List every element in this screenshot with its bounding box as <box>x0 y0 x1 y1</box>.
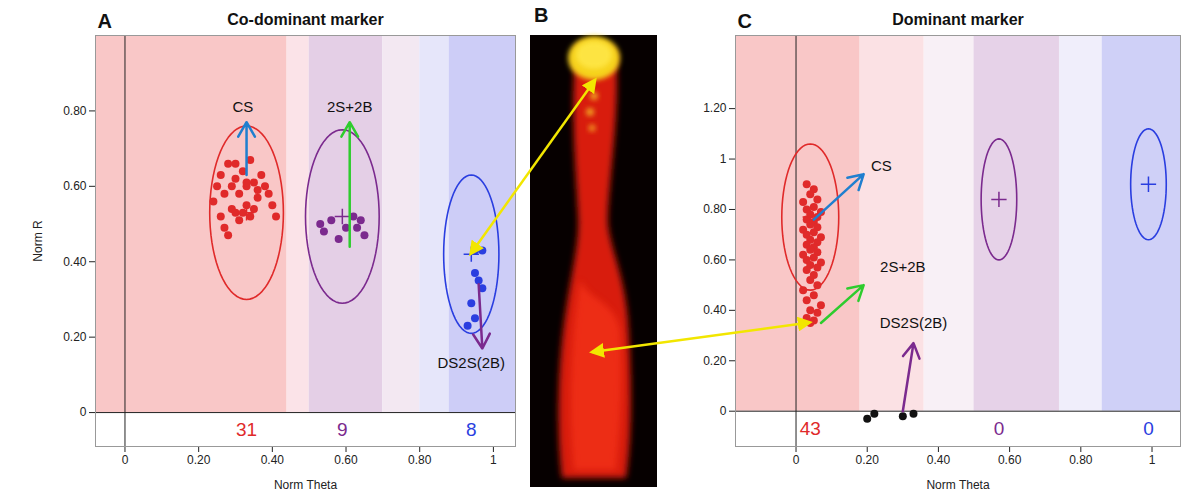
svg-text:1: 1 <box>490 453 497 467</box>
svg-text:0: 0 <box>122 453 129 467</box>
svg-text:0.80: 0.80 <box>703 202 727 216</box>
svg-text:1: 1 <box>1149 453 1156 467</box>
svg-text:Dominant marker: Dominant marker <box>892 11 1024 28</box>
svg-text:0: 0 <box>720 404 727 418</box>
svg-text:CS: CS <box>871 157 892 174</box>
svg-text:DS2S(2B): DS2S(2B) <box>438 354 506 371</box>
svg-text:2S+2B: 2S+2B <box>880 258 925 275</box>
svg-text:1.20: 1.20 <box>703 101 727 115</box>
svg-text:Norm R: Norm R <box>31 220 45 262</box>
svg-text:0: 0 <box>80 405 87 419</box>
svg-text:A: A <box>98 10 112 32</box>
svg-text:31: 31 <box>236 419 257 440</box>
svg-text:0.60: 0.60 <box>63 179 87 193</box>
svg-text:0.60: 0.60 <box>998 453 1022 467</box>
svg-text:CS: CS <box>232 98 253 115</box>
svg-text:9: 9 <box>337 419 348 440</box>
svg-text:0.80: 0.80 <box>408 453 432 467</box>
svg-text:0.20: 0.20 <box>63 330 87 344</box>
svg-text:0.80: 0.80 <box>63 104 87 118</box>
svg-text:0.20: 0.20 <box>187 453 211 467</box>
svg-text:0.60: 0.60 <box>334 453 358 467</box>
svg-text:Co-dominant marker: Co-dominant marker <box>227 11 383 28</box>
svg-text:0.60: 0.60 <box>703 253 727 267</box>
svg-text:C: C <box>738 10 752 32</box>
svg-text:B: B <box>534 4 548 26</box>
svg-text:0.20: 0.20 <box>703 354 727 368</box>
svg-text:0: 0 <box>793 453 800 467</box>
svg-text:8: 8 <box>466 419 477 440</box>
svg-text:0: 0 <box>994 418 1005 439</box>
svg-text:0.40: 0.40 <box>927 453 951 467</box>
svg-text:2S+2B: 2S+2B <box>327 98 372 115</box>
svg-text:Norm Theta: Norm Theta <box>274 478 337 492</box>
svg-text:0.80: 0.80 <box>1069 453 1093 467</box>
svg-text:0.40: 0.40 <box>703 303 727 317</box>
svg-text:Norm Theta: Norm Theta <box>926 478 989 492</box>
svg-text:1: 1 <box>720 152 727 166</box>
svg-text:43: 43 <box>800 418 821 439</box>
svg-text:0.40: 0.40 <box>63 255 87 269</box>
svg-text:DS2S(2B): DS2S(2B) <box>880 314 948 331</box>
svg-text:0.40: 0.40 <box>261 453 285 467</box>
svg-text:0: 0 <box>1143 418 1154 439</box>
svg-text:0.20: 0.20 <box>856 453 880 467</box>
